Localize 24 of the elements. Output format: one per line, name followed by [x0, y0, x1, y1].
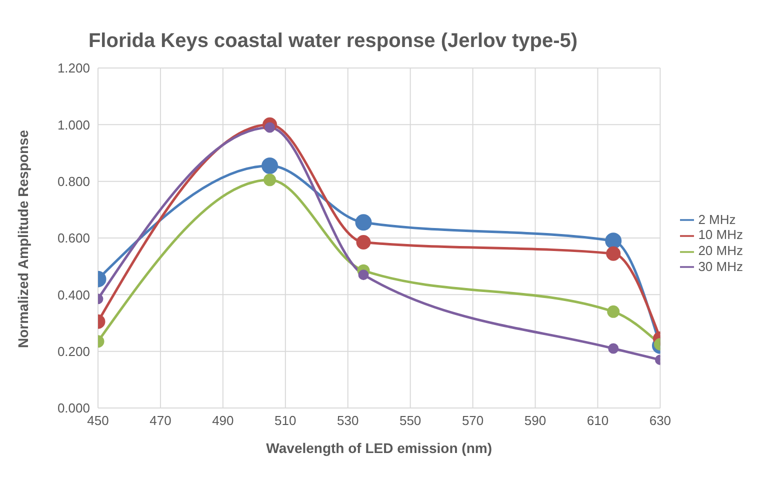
- x-tick-label: 510: [274, 413, 296, 428]
- x-tick-label: 550: [399, 413, 422, 428]
- y-tick-label: 0.200: [57, 344, 90, 359]
- y-tick-label: 0.800: [57, 174, 90, 189]
- x-tick-label: 450: [87, 413, 109, 428]
- legend-label: 10 MHz: [698, 227, 743, 242]
- y-tick-label: 0.600: [57, 230, 90, 246]
- legend-label: 2 MHz: [698, 212, 736, 227]
- x-tick-label: 630: [649, 413, 672, 428]
- legend-label: 20 MHz: [698, 243, 743, 258]
- x-tick-label: 610: [586, 413, 609, 428]
- y-axis-title: Normalized Amplitude Response: [14, 130, 31, 348]
- y-tick-label: 1.200: [57, 60, 90, 76]
- legend-label: 30 MHz: [698, 258, 743, 274]
- x-tick-label: 490: [212, 413, 234, 428]
- chart-title: Florida Keys coastal water response (Jerlov type-5): [87, 30, 579, 53]
- y-tick-label: 1.000: [57, 117, 90, 132]
- x-tick-label: 470: [150, 413, 172, 428]
- x-axis-title: Wavelength of LED emission (nm): [266, 440, 492, 456]
- x-tick-label: 570: [462, 413, 484, 428]
- y-tick-label: 0.000: [57, 400, 90, 416]
- x-tick-label: 590: [524, 413, 546, 428]
- y-tick-label: 0.400: [57, 287, 90, 302]
- x-tick-label: 530: [337, 413, 359, 428]
